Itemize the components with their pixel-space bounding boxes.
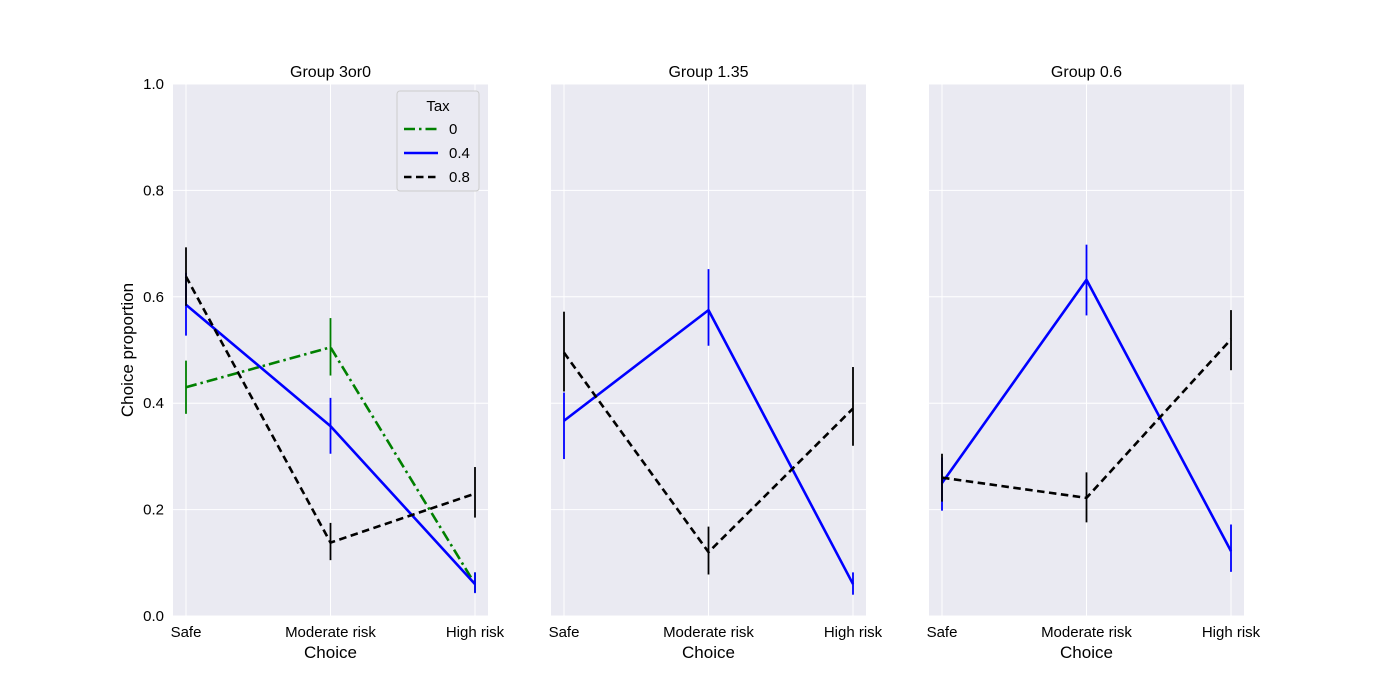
y-tick-label: 0.4 bbox=[143, 395, 164, 412]
panel-title: Group 0.6 bbox=[1051, 64, 1122, 81]
x-tick-label: Moderate risk bbox=[663, 624, 754, 641]
x-tick-label: Moderate risk bbox=[1041, 624, 1132, 641]
series-tax-0.8 bbox=[184, 247, 476, 561]
panel-title: Group 1.35 bbox=[668, 64, 748, 81]
panel-title: Group 3or0 bbox=[290, 64, 371, 81]
x-tick-label: Safe bbox=[171, 624, 202, 641]
x-tick-label: High risk bbox=[824, 624, 883, 641]
legend-label: 0.8 bbox=[449, 169, 470, 186]
series-tax-0.8 bbox=[941, 310, 1232, 523]
panel-1: 0.0 0.2 0.4 0.6 0.8 1.0 Choice proportion Safe M… bbox=[118, 64, 505, 662]
y-tick-label: 0.2 bbox=[143, 502, 164, 519]
x-axis-label: Choice bbox=[1060, 643, 1113, 662]
series-tax-0.4 bbox=[563, 269, 855, 595]
legend-label: 0.4 bbox=[449, 145, 470, 162]
legend-label: 0 bbox=[449, 121, 457, 138]
panel-3: Safe Moderate risk High risk Choice Group 0.… bbox=[927, 64, 1261, 662]
series-line bbox=[185, 346, 477, 585]
x-tick-label: Moderate risk bbox=[285, 624, 376, 641]
x-tick-label: Safe bbox=[927, 624, 958, 641]
legend: Tax 0 0.4 0.8 bbox=[396, 90, 480, 192]
x-tick-label: Safe bbox=[549, 624, 580, 641]
y-tick-label: 0.6 bbox=[143, 289, 164, 306]
x-axis-label: Choice bbox=[304, 643, 357, 662]
panel-2: Safe Moderate risk High risk Choice Group 1.… bbox=[549, 64, 883, 662]
legend-title: Tax bbox=[426, 98, 450, 115]
y-axis-label: Choice proportion bbox=[118, 283, 137, 417]
series-tax-0.8 bbox=[562, 311, 854, 575]
y-tick-label: 1.0 bbox=[143, 76, 164, 93]
x-tick-label: High risk bbox=[446, 624, 505, 641]
x-axis-label: Choice bbox=[682, 643, 735, 662]
y-tick-label: 0.0 bbox=[143, 608, 164, 625]
y-tick-label: 0.8 bbox=[143, 182, 164, 199]
legend-box bbox=[396, 90, 480, 192]
x-tick-label: High risk bbox=[1202, 624, 1261, 641]
